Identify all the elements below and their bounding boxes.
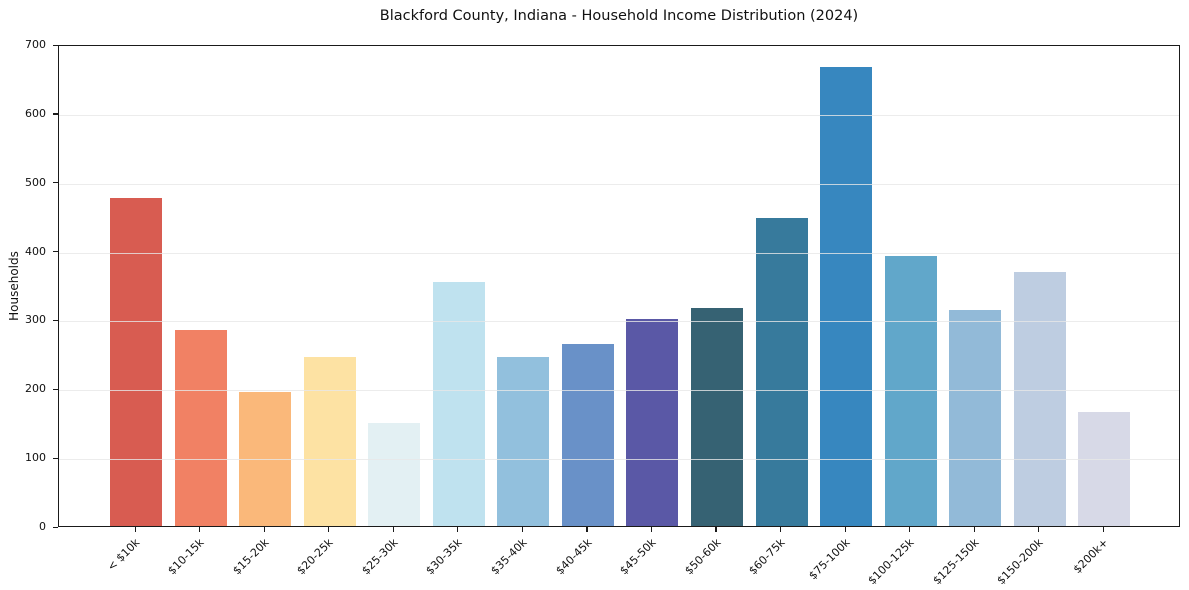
y-tick-mark <box>53 526 58 528</box>
x-tick-label: $125-150k <box>930 536 982 588</box>
bar-25-30k <box>368 423 421 526</box>
bar-10k <box>110 198 162 526</box>
x-tick-label: $35-40k <box>488 536 530 578</box>
bar-50-60k <box>690 308 743 526</box>
bar-15-20k <box>239 392 292 526</box>
y-tick-mark <box>53 251 58 253</box>
bar-40-45k <box>561 344 614 526</box>
y-tick-label: 100 <box>25 451 46 465</box>
x-tick-mark <box>586 527 588 532</box>
gridline <box>59 321 1179 323</box>
x-tick-mark <box>1102 527 1104 532</box>
chart-title: Blackford County, Indiana - Household In… <box>379 8 859 24</box>
bar-150-200k <box>1013 271 1066 526</box>
x-tick-label: $25-30k <box>359 536 401 578</box>
x-tick-label: $200k+ <box>1070 536 1111 577</box>
bar-60-75k <box>755 217 808 526</box>
y-tick-mark <box>53 388 58 390</box>
bar-30-35k <box>432 282 485 526</box>
x-tick-mark <box>973 527 975 532</box>
x-tick-mark <box>909 527 911 532</box>
gridline <box>59 459 1179 461</box>
x-tick-label: < $10k <box>104 536 143 574</box>
y-tick-label: 400 <box>25 244 46 258</box>
x-tick-label: $50-60k <box>681 536 724 578</box>
y-tick-label: 600 <box>25 106 46 120</box>
bar-35-40k <box>497 357 550 526</box>
y-tick-mark <box>53 319 58 322</box>
x-tick-label: $10-15k <box>165 536 207 578</box>
y-tick-mark <box>53 457 58 459</box>
x-tick-label: $100-125k <box>865 536 917 588</box>
bar-10-15k <box>174 329 227 526</box>
gridline <box>59 390 1179 392</box>
x-tick-mark <box>521 527 523 532</box>
x-tick-mark <box>780 527 782 532</box>
x-tick-mark <box>328 527 330 532</box>
y-tick-mark <box>53 113 58 115</box>
y-axis-title-text: Households <box>7 251 22 321</box>
x-tick-label: $15-20k <box>230 536 272 578</box>
x-tick-mark <box>199 527 201 532</box>
x-tick-label: $75-100k <box>806 536 853 583</box>
gridline <box>59 252 1179 254</box>
x-tick-mark <box>134 527 136 532</box>
y-tick-label: 700 <box>25 38 46 51</box>
x-tick-mark <box>263 527 265 532</box>
x-tick-mark <box>650 527 653 532</box>
y-tick-label: 0 <box>39 520 46 533</box>
x-tick-mark <box>844 527 846 532</box>
x-tick-mark <box>1038 527 1040 532</box>
bar-45-50k <box>626 319 679 526</box>
gridline <box>59 183 1179 185</box>
x-tick-label: $20-25k <box>294 536 336 578</box>
bar-125-150k <box>949 309 1002 526</box>
bar-200k+ <box>1078 412 1131 526</box>
x-tick-mark <box>392 527 394 532</box>
bar-75-100k <box>820 66 873 526</box>
x-tick-mark <box>715 527 717 532</box>
gridline <box>59 114 1179 116</box>
y-tick-mark <box>53 44 58 46</box>
x-tick-label: $40-45k <box>552 536 595 578</box>
x-tick-mark <box>457 527 459 532</box>
x-tick-label: $60-75k <box>746 536 788 578</box>
bar-100-125k <box>884 256 937 526</box>
y-tick-mark <box>53 182 58 184</box>
x-tick-label: $150-200k <box>994 536 1046 588</box>
y-tick-label: 300 <box>25 313 46 327</box>
x-tick-label: $30-35k <box>423 536 465 578</box>
bar-20-25k <box>303 357 356 526</box>
x-tick-label: $45-50k <box>617 536 659 578</box>
y-tick-label: 500 <box>25 175 46 189</box>
plot-area <box>58 45 1180 527</box>
y-tick-label: 200 <box>25 382 46 396</box>
